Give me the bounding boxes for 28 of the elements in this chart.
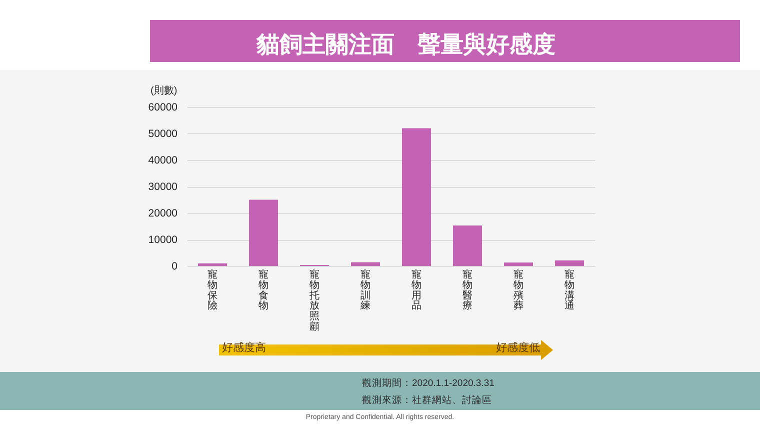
x-tick-label: 寵物醫療 [462,268,472,312]
chart-title: 貓飼主關注面 聲量與好感度 [256,31,556,57]
bar [554,260,584,266]
y-tick-label: 40000 [148,154,178,166]
y-tick-label: 30000 [148,181,178,193]
y-tick-label: 10000 [148,234,178,246]
y-tick-label: 60000 [148,102,178,114]
bar [402,128,432,266]
x-tick-label: 寵物托放照顧 [308,268,320,332]
bar [350,262,380,266]
text: 觀測期間：2020.1.1-2020.3.31 [362,377,494,389]
bar [198,263,228,266]
y-tick-label: 20000 [148,208,178,220]
x-tick-label: 寵物殯葬 [514,268,524,312]
x-tick-label: 寵物訓練 [360,268,370,312]
bar [248,200,278,266]
x-tick-label: 寵物用品 [412,268,422,312]
y-tick-label: 0 [172,260,178,272]
bar [504,262,534,266]
y-axis-title: (則數) [150,84,178,96]
x-tick-label: 寵物溝通 [564,268,574,312]
x-tick-label: 寵物食物 [258,268,268,312]
x-tick-label: 寵物保險 [208,268,218,312]
bar [452,225,482,266]
text: 好感度高 [222,341,266,354]
y-tick-label: 50000 [148,128,178,140]
text: 觀測來源：社群網站、討論區 [362,394,492,406]
text: 好感度低 [496,341,540,354]
